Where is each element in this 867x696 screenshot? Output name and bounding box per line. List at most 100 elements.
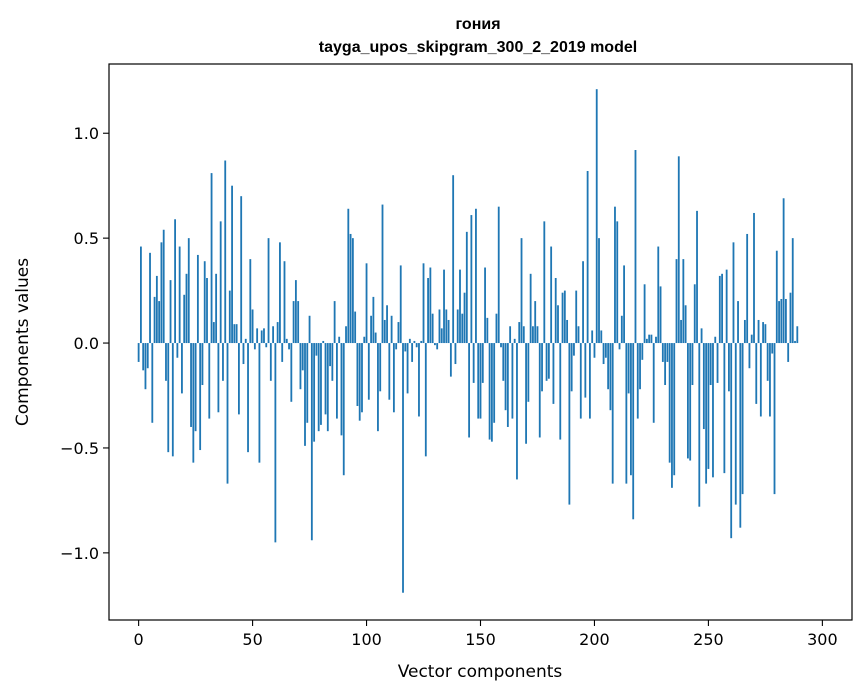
bar-component-164 <box>511 343 514 419</box>
bar-component-25 <box>194 343 197 432</box>
bar-component-115 <box>399 265 402 344</box>
bar-component-44 <box>238 343 240 415</box>
bar-component-217 <box>632 343 635 520</box>
bar-component-26 <box>196 254 199 344</box>
bar-component-281 <box>778 301 780 344</box>
bar-component-152 <box>484 267 486 344</box>
bar-component-83 <box>326 343 329 432</box>
bar-component-35 <box>217 343 220 413</box>
bar-component-223 <box>645 338 648 344</box>
bar-component-21 <box>185 273 188 344</box>
bar-component-170 <box>525 343 527 444</box>
bar-component-42 <box>233 324 236 344</box>
bar-component-158 <box>497 206 500 344</box>
bar-component-193 <box>577 326 580 344</box>
bar-component-259 <box>728 343 730 392</box>
bar-component-37 <box>222 343 224 381</box>
bar-component-32 <box>210 173 213 344</box>
bar-component-72 <box>301 343 304 371</box>
bar-component-28 <box>201 343 204 386</box>
bar-component-56 <box>265 343 268 348</box>
bar-component-206 <box>607 343 610 390</box>
bar-component-6 <box>151 343 154 423</box>
bar-component-133 <box>440 328 443 344</box>
bar-component-227 <box>655 336 657 344</box>
bar-component-162 <box>506 343 509 427</box>
bar-component-159 <box>500 343 502 348</box>
bar-component-0 <box>137 343 140 362</box>
bar-component-136 <box>447 319 450 344</box>
bar-component-85 <box>331 343 334 381</box>
bar-component-252 <box>712 343 714 478</box>
bar-component-176 <box>538 343 541 438</box>
bar-component-177 <box>541 343 543 392</box>
bar-component-116 <box>402 343 404 593</box>
bar-component-47 <box>244 338 247 344</box>
bar-component-57 <box>267 238 270 344</box>
bar-component-7 <box>153 296 156 344</box>
bar-component-114 <box>397 322 400 344</box>
bar-component-253 <box>714 336 717 344</box>
bar-component-99 <box>363 336 366 344</box>
bar-component-140 <box>456 309 459 344</box>
bar-component-24 <box>192 343 195 463</box>
bar-component-156 <box>493 343 496 423</box>
bar-component-33 <box>212 322 215 344</box>
bar-component-186 <box>561 292 564 344</box>
bar-component-122 <box>415 343 418 348</box>
bar-component-103 <box>372 296 375 344</box>
bar-component-113 <box>395 343 398 350</box>
bar-component-68 <box>292 301 295 344</box>
bar-component-130 <box>434 343 436 346</box>
bar-component-265 <box>741 343 744 495</box>
bar-component-117 <box>404 343 407 352</box>
bar-component-14 <box>169 280 172 344</box>
bar-component-129 <box>431 313 434 344</box>
bar-component-254 <box>716 343 719 383</box>
y-axis-ticks: −1.0 −0.5 0.0 0.5 1.0 <box>60 124 109 563</box>
bar-component-96 <box>356 343 359 406</box>
bar-component-105 <box>377 343 379 432</box>
bar-component-98 <box>361 343 363 413</box>
bar-component-221 <box>641 343 644 360</box>
bar-component-135 <box>445 309 448 344</box>
bar-component-285 <box>787 343 790 362</box>
bar-component-270 <box>753 212 755 344</box>
bar-component-63 <box>281 343 284 362</box>
bar-component-222 <box>643 284 646 344</box>
bar-component-157 <box>495 313 498 344</box>
x-tick-label: 300 <box>807 630 838 649</box>
bar-component-194 <box>579 343 582 419</box>
bar-component-18 <box>178 246 181 344</box>
bar-component-54 <box>260 330 263 344</box>
bar-component-234 <box>671 343 673 488</box>
x-tick-label: 0 <box>134 630 144 649</box>
bar-component-231 <box>664 343 667 386</box>
bar-component-288 <box>794 340 796 344</box>
bar-component-3 <box>144 343 147 390</box>
bar-component-123 <box>418 343 420 417</box>
bar-component-241 <box>686 343 689 459</box>
bar-component-148 <box>475 208 477 344</box>
bar-component-238 <box>680 319 682 344</box>
bar-component-175 <box>536 326 539 344</box>
bar-component-276 <box>766 343 769 381</box>
bar-component-97 <box>358 343 361 421</box>
bar-component-229 <box>659 286 662 344</box>
bar-component-88 <box>338 336 341 344</box>
bar-component-147 <box>472 343 475 383</box>
bar-component-282 <box>780 298 783 344</box>
bar-component-160 <box>502 343 505 381</box>
bar-component-8 <box>155 275 158 344</box>
bar-component-79 <box>317 343 320 432</box>
bar-component-211 <box>618 343 621 350</box>
y-tick-label: −1.0 <box>60 544 99 563</box>
bar-component-106 <box>379 343 382 392</box>
bar-component-55 <box>263 328 265 344</box>
bar-component-248 <box>702 343 705 430</box>
bar-component-64 <box>283 261 286 344</box>
bar-component-184 <box>557 305 559 344</box>
bar-component-149 <box>477 343 480 419</box>
bar-component-27 <box>199 343 202 451</box>
